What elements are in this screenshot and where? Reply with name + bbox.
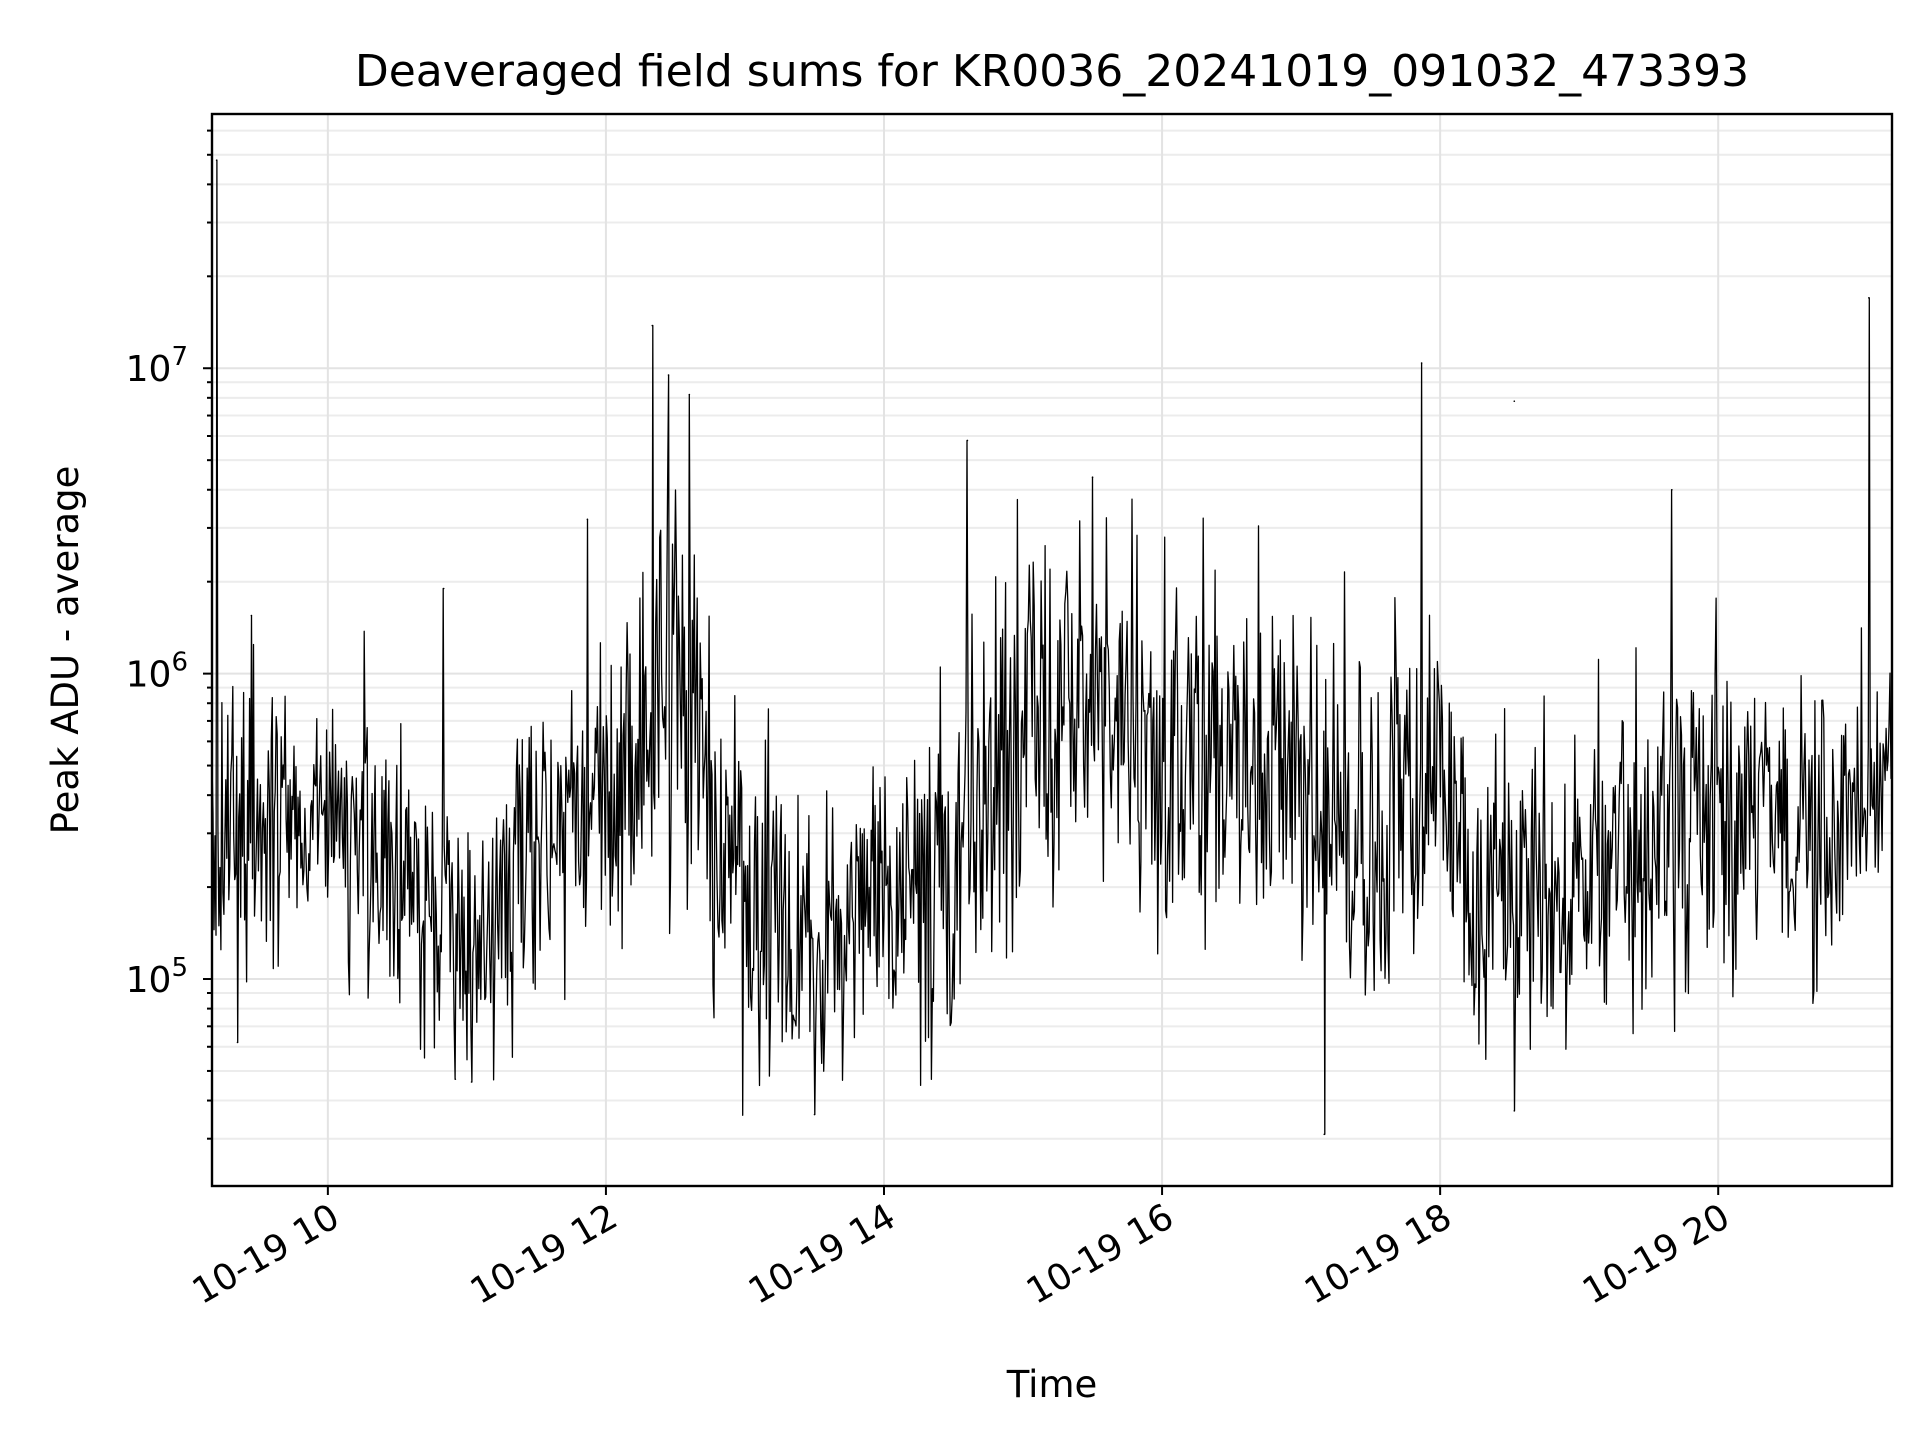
plot-frame xyxy=(210,112,1894,1188)
x-tick-label: 10-19 20 xyxy=(1576,1196,1737,1312)
data-point xyxy=(1323,1133,1326,1136)
data-point xyxy=(667,374,670,376)
x-tick-label: 10-19 10 xyxy=(186,1196,347,1312)
data-point xyxy=(1513,400,1516,402)
x-axis-label: Time xyxy=(1006,1363,1098,1406)
x-tick-label: 10-19 14 xyxy=(742,1196,903,1312)
data-point xyxy=(688,393,691,396)
x-tick-label: 10-19 18 xyxy=(1298,1196,1459,1312)
data-point xyxy=(966,439,969,442)
data-point xyxy=(1420,362,1423,364)
series-line xyxy=(211,159,1893,1135)
data-point xyxy=(1091,476,1094,478)
y-tick-label: 105 xyxy=(126,953,188,1001)
grid xyxy=(212,114,1892,1186)
y-axis-label: Peak ADU - average xyxy=(44,466,87,835)
data-point xyxy=(651,324,654,327)
data-point xyxy=(586,518,589,521)
data-point xyxy=(470,1081,473,1083)
data-point xyxy=(1513,1110,1516,1112)
data-point xyxy=(215,159,218,161)
y-tick-label: 106 xyxy=(126,648,188,696)
data-point xyxy=(1868,297,1870,299)
data-point xyxy=(454,1078,457,1080)
chart-title: Deaveraged field sums for KR0036_2024101… xyxy=(355,46,1749,97)
data-point xyxy=(442,587,445,590)
series-line-group xyxy=(211,159,1893,1136)
x-tick-label: 10-19 16 xyxy=(1020,1196,1181,1312)
x-tick-label: 10-19 12 xyxy=(464,1196,625,1312)
data-point xyxy=(236,1041,239,1044)
y-tick-label: 107 xyxy=(126,342,188,390)
data-point xyxy=(250,614,253,617)
data-point xyxy=(1671,488,1673,491)
data-point xyxy=(813,1113,816,1116)
